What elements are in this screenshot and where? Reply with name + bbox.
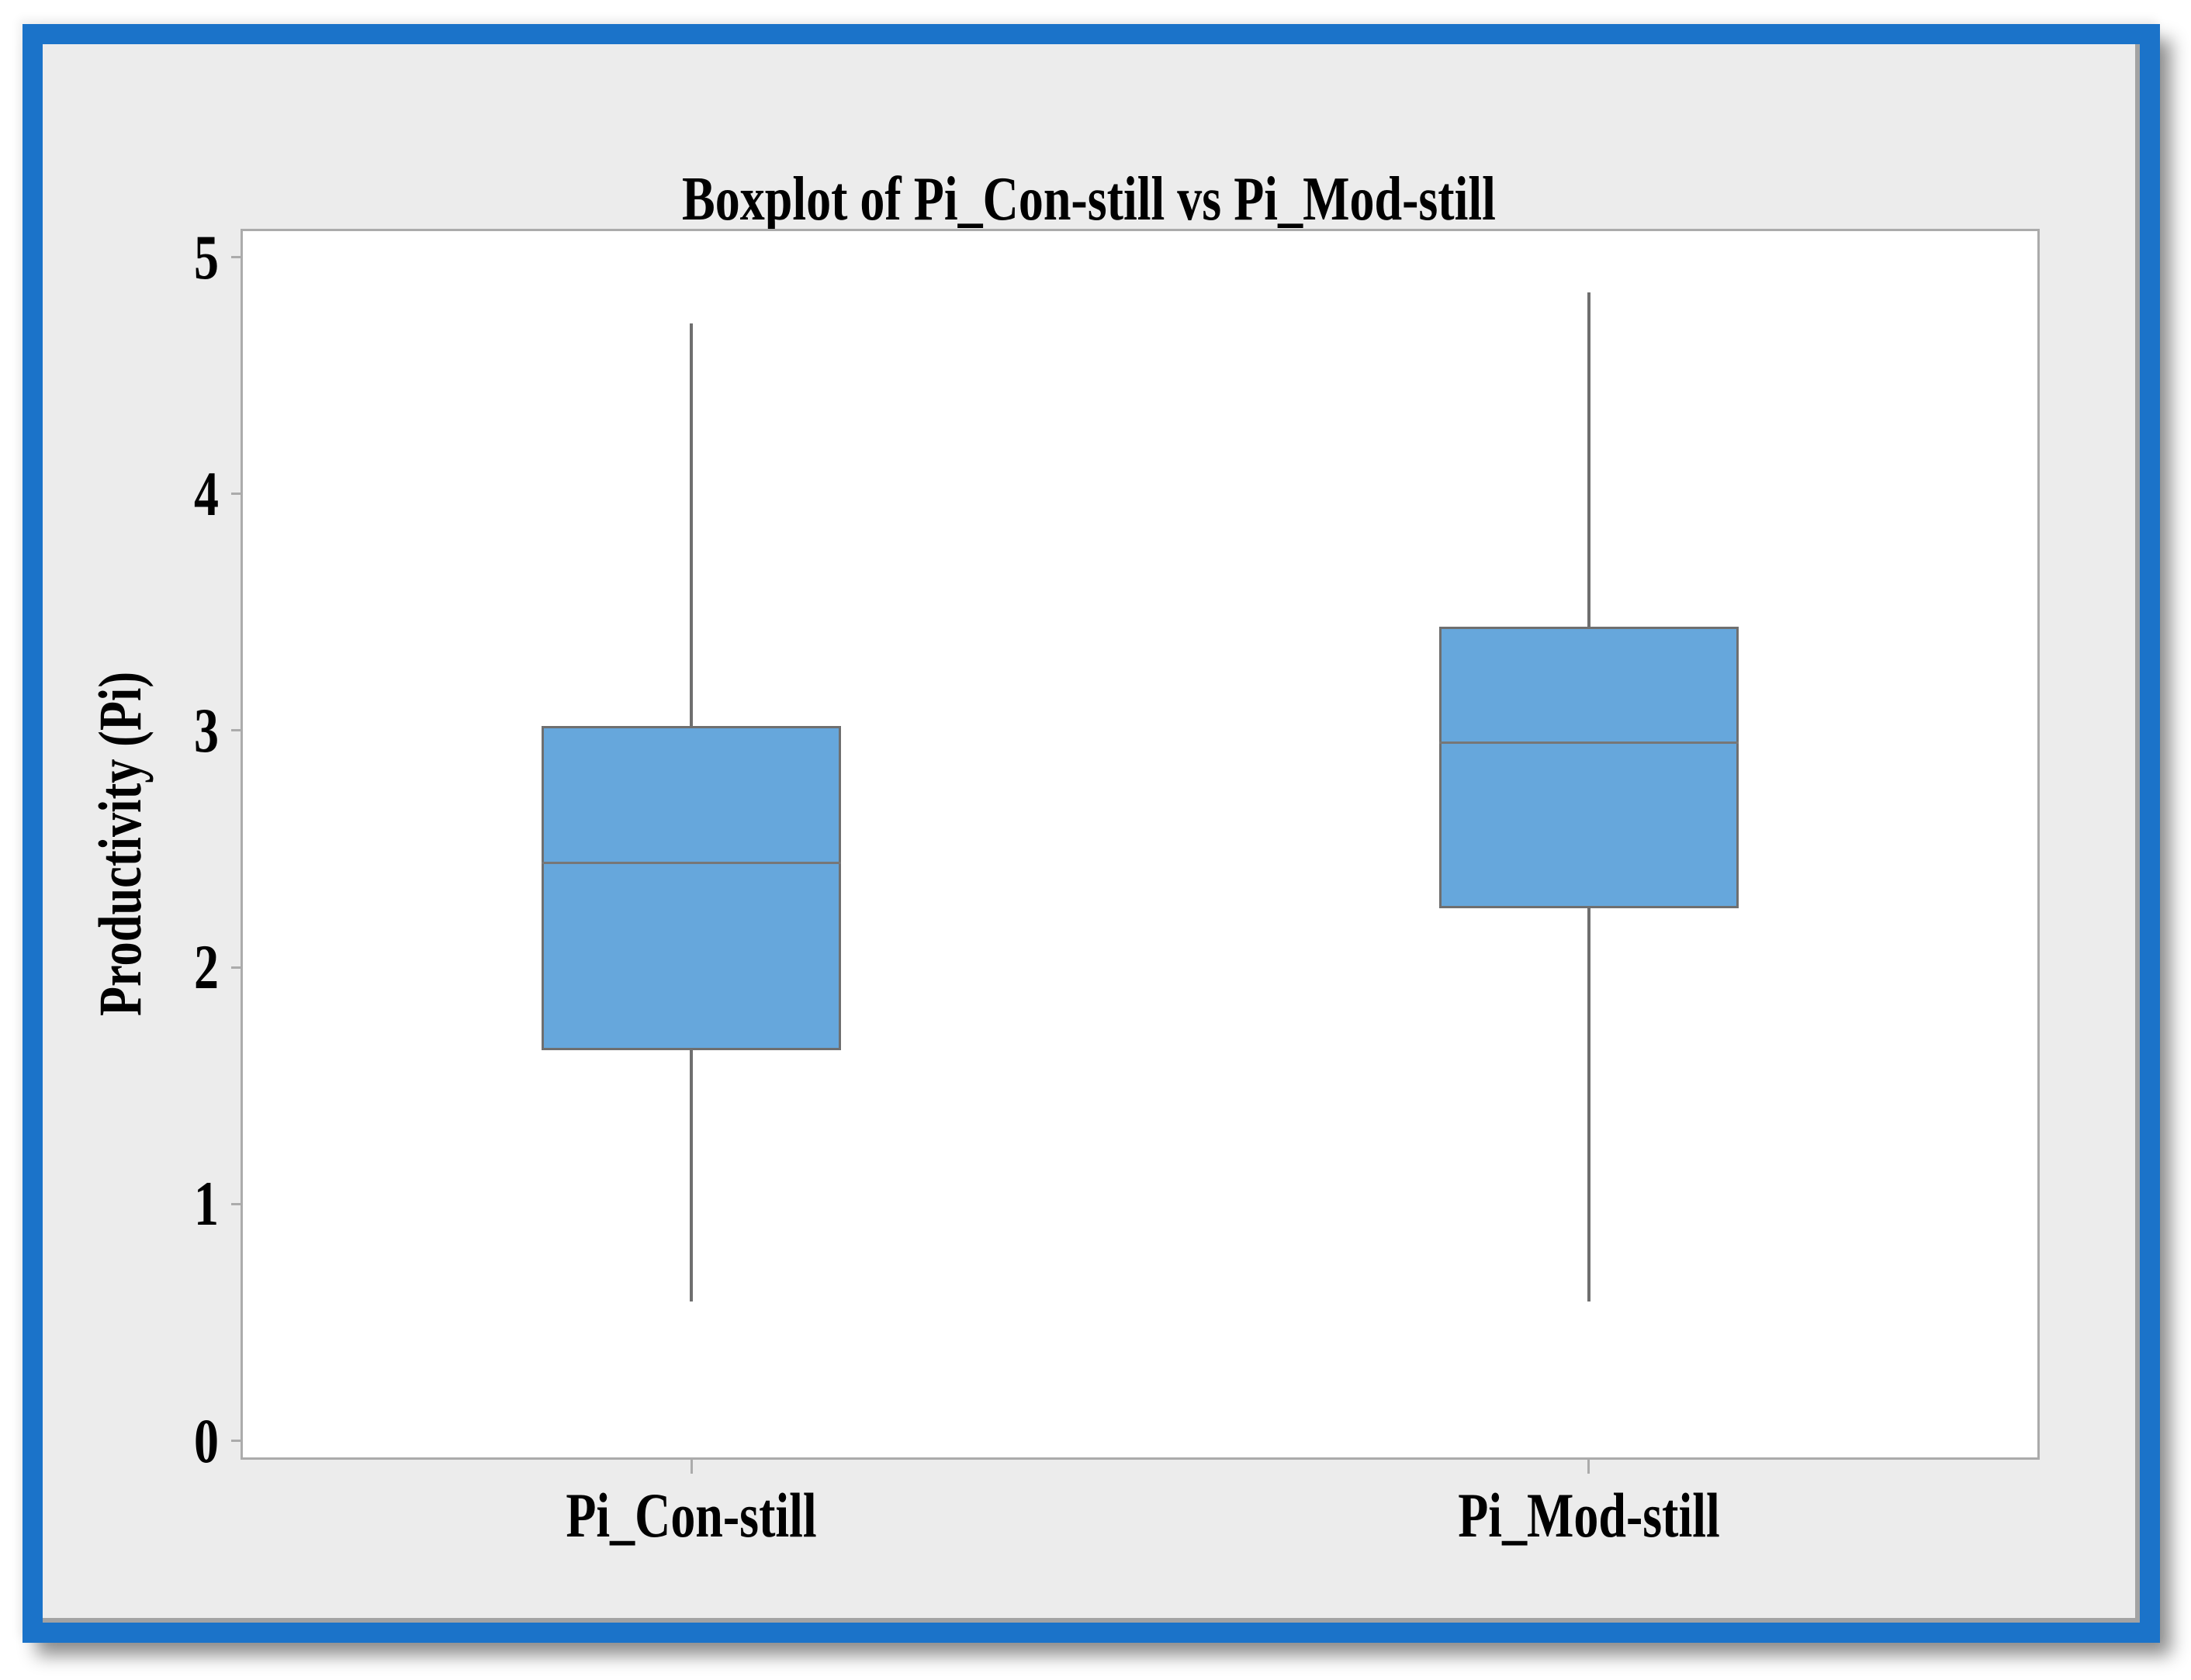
y-axis-title: Productivity (Pi) <box>86 671 154 1017</box>
y-tick-label: 2 <box>194 932 219 1003</box>
graph-panel: Boxplot of Pi_Con-still vs Pi_Mod-still … <box>43 44 2140 1623</box>
y-tick-label: 0 <box>194 1405 219 1476</box>
y-axis-tick <box>231 729 243 732</box>
y-tick-label: 4 <box>194 458 219 529</box>
iqr-box <box>1438 626 1739 908</box>
iqr-box <box>542 725 842 1051</box>
y-axis-tick <box>231 1202 243 1205</box>
y-tick-label: 1 <box>194 1168 219 1239</box>
blue-frame-border: Boxplot of Pi_Con-still vs Pi_Mod-still … <box>22 24 2160 1643</box>
y-tick-label: 3 <box>194 694 219 766</box>
y-axis-tick <box>231 256 243 259</box>
x-category-label: Pi_Con-still <box>566 1480 817 1550</box>
median-line <box>542 862 842 865</box>
x-category-label: Pi_Mod-still <box>1457 1480 1720 1550</box>
plot-area <box>241 229 2040 1460</box>
y-axis-tick <box>231 1440 243 1443</box>
x-axis-tick <box>690 1460 693 1474</box>
y-axis-tick <box>231 493 243 496</box>
y-tick-label: 5 <box>194 221 219 292</box>
median-line <box>1438 741 1739 744</box>
chart-title: Boxplot of Pi_Con-still vs Pi_Mod-still <box>682 165 1496 233</box>
y-axis-tick <box>231 966 243 969</box>
x-axis-tick <box>1587 1460 1590 1474</box>
